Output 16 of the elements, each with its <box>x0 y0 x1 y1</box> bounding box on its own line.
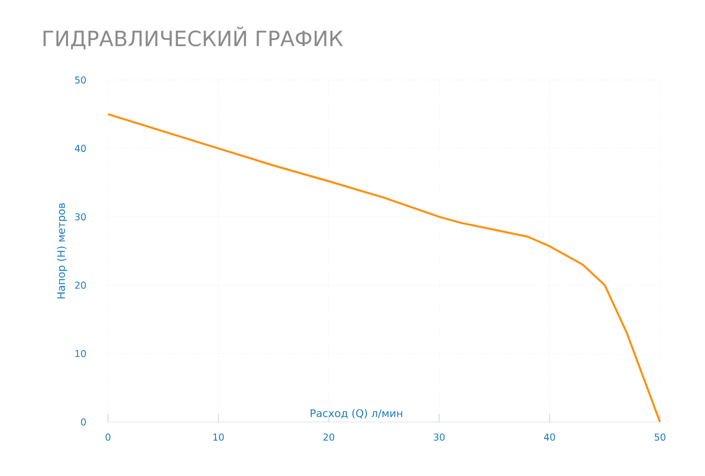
chart-title: ГИДРАВЛИЧЕСКИЙ ГРАФИК <box>44 26 343 50</box>
x-tick-label: 10 <box>213 434 224 441</box>
y-tick-label: 40 <box>74 144 86 152</box>
x-tick-label: 50 <box>654 434 666 441</box>
x-tick-label: 30 <box>434 434 445 441</box>
y-tick-label: 10 <box>75 350 86 358</box>
x-tick-label: 20 <box>323 434 334 441</box>
x-tick-label: 0 <box>106 434 110 441</box>
x-axis-title: Расход (Q) л/мин <box>310 409 402 418</box>
x-tick-label: 40 <box>544 434 556 441</box>
y-axis-title: Напор (H) метров <box>56 203 68 298</box>
y-tick-label: 0 <box>81 418 86 426</box>
y-tick-label: 50 <box>75 76 86 84</box>
y-tick-label: 30 <box>75 213 86 220</box>
line-series <box>107 113 661 423</box>
y-tick-label: 20 <box>75 282 86 289</box>
